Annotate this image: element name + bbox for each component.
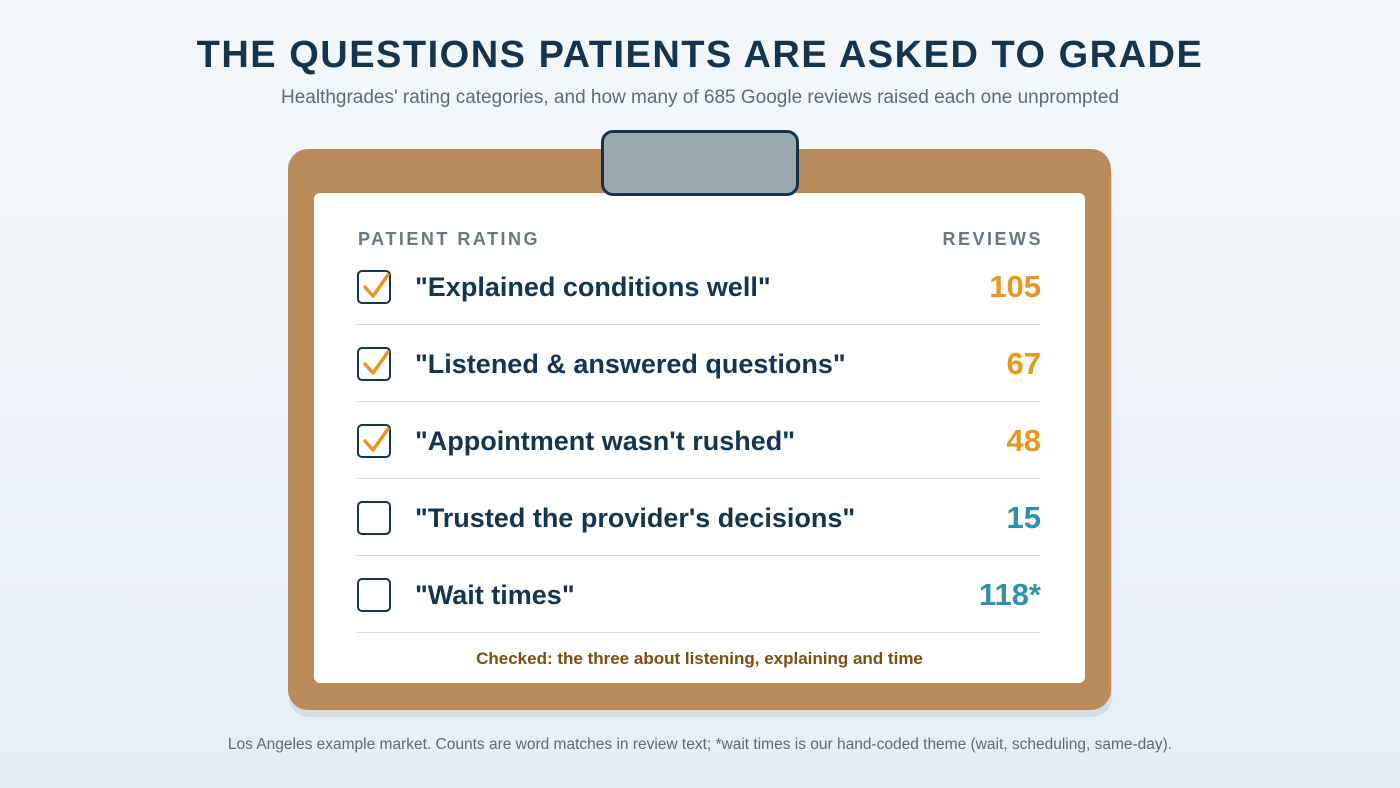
checked-note: Checked: the three about listening, expl… xyxy=(476,649,923,668)
footer-note: Los Angeles example market. Counts are w… xyxy=(227,736,1173,753)
rating-label: "Appointment wasn't rushed" xyxy=(415,426,796,456)
column-header-reviews: REVIEWS xyxy=(942,229,1043,249)
clipboard-clip xyxy=(601,130,799,196)
row-divider xyxy=(357,632,1041,633)
rating-label: "Listened & answered questions" xyxy=(415,349,846,379)
empty-checkbox xyxy=(357,501,391,535)
rating-row: "Listened & answered questions" 67 xyxy=(357,325,1041,402)
rating-row: "Wait times" 118* xyxy=(357,556,1041,633)
rating-row: "Explained conditions well" 105 xyxy=(357,248,1041,325)
column-header-rating: PATIENT RATING xyxy=(358,229,540,249)
empty-checkbox xyxy=(357,578,391,612)
review-count: 67 xyxy=(1006,346,1041,381)
review-count: 105 xyxy=(989,269,1041,304)
checked-checkbox xyxy=(357,347,391,381)
rating-label: "Explained conditions well" xyxy=(415,272,771,302)
row-divider xyxy=(357,555,1041,556)
rating-label: "Wait times" xyxy=(415,580,575,610)
clipboard-paper xyxy=(314,193,1085,683)
row-divider xyxy=(357,324,1041,325)
review-count: 118* xyxy=(978,577,1041,612)
review-count: 15 xyxy=(1006,500,1041,535)
checked-checkbox xyxy=(357,270,391,304)
checked-checkbox xyxy=(357,424,391,458)
page-subtitle: Healthgrades' rating categories, and how… xyxy=(280,87,1120,108)
checkmark-icon xyxy=(363,273,390,298)
row-divider xyxy=(357,478,1041,479)
row-divider xyxy=(357,401,1041,402)
checkmark-icon xyxy=(363,427,390,452)
review-count: 48 xyxy=(1006,423,1041,458)
rating-label: "Trusted the provider's decisions" xyxy=(415,503,856,533)
rating-row: "Appointment wasn't rushed" 48 xyxy=(357,402,1041,479)
page-title: THE QUESTIONS PATIENTS ARE ASKED TO GRAD… xyxy=(196,34,1204,76)
checkmark-icon xyxy=(363,350,390,375)
rating-row: "Trusted the provider's decisions" 15 xyxy=(357,479,1041,556)
